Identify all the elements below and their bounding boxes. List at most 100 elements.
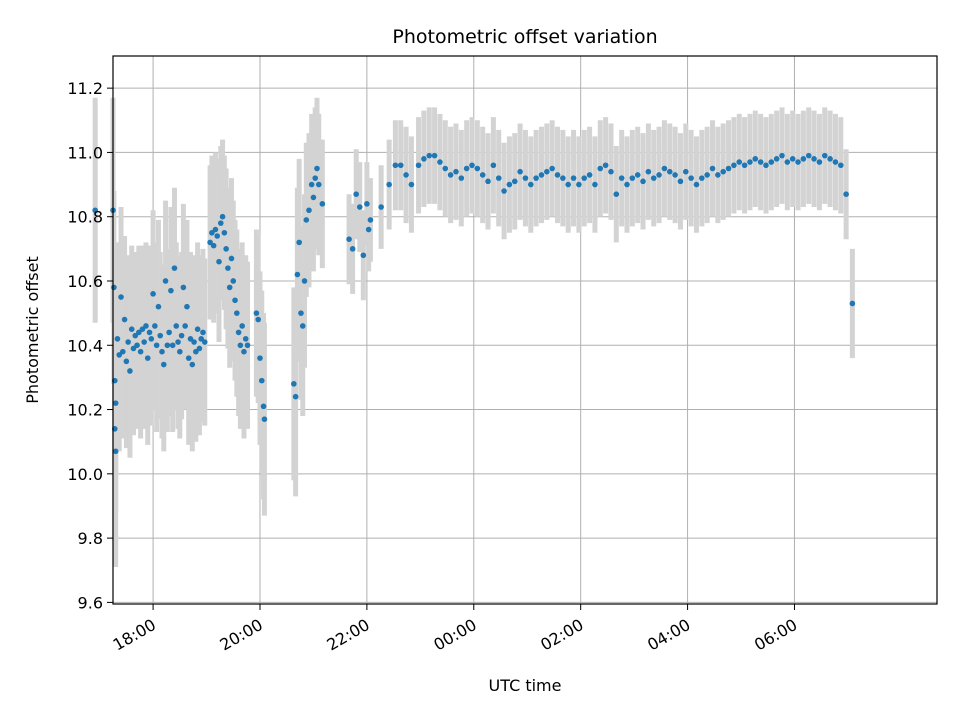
- data-point: [292, 393, 299, 400]
- y-tick-label: 9.8: [78, 529, 103, 548]
- data-point: [463, 165, 470, 172]
- data-point: [501, 188, 507, 194]
- data-point: [136, 329, 142, 336]
- data-point: [239, 323, 245, 329]
- data-point: [624, 181, 630, 188]
- data-point: [725, 165, 732, 172]
- data-point: [148, 336, 155, 342]
- data-point: [816, 159, 823, 165]
- data-point: [581, 175, 588, 181]
- data-point: [226, 284, 233, 291]
- data-point: [527, 181, 534, 188]
- data-point: [736, 159, 743, 165]
- data-point: [198, 336, 204, 342]
- data-point: [299, 323, 306, 329]
- data-point: [704, 172, 710, 178]
- data-point: [442, 165, 449, 172]
- data-point: [811, 156, 817, 162]
- data-point: [312, 175, 319, 181]
- data-point: [139, 326, 146, 332]
- data-point: [415, 162, 422, 169]
- data-point: [474, 165, 481, 172]
- data-point: [257, 355, 263, 361]
- plot-frame: [112, 55, 938, 605]
- data-point: [178, 332, 185, 339]
- data-point: [715, 172, 721, 178]
- data-point: [397, 162, 404, 169]
- data-point: [114, 336, 121, 342]
- data-point: [661, 165, 668, 172]
- data-point: [479, 172, 486, 178]
- data-point: [201, 339, 208, 345]
- data-point: [392, 162, 399, 169]
- data-point: [130, 345, 137, 352]
- data-point: [232, 297, 238, 304]
- data-point: [656, 172, 662, 178]
- data-point: [763, 162, 769, 169]
- data-point: [517, 168, 523, 175]
- data-point: [212, 226, 219, 233]
- data-point: [773, 156, 780, 162]
- data-point: [849, 300, 856, 307]
- data-point: [228, 255, 235, 262]
- data-point: [821, 152, 828, 159]
- data-point: [437, 159, 443, 165]
- data-point: [112, 400, 119, 406]
- data-point: [146, 329, 153, 336]
- data-point: [645, 168, 652, 175]
- data-point: [837, 162, 844, 169]
- data-point: [200, 329, 206, 336]
- data-point: [253, 310, 260, 316]
- data-point: [127, 368, 133, 374]
- data-point: [586, 172, 593, 178]
- data-point: [843, 191, 849, 198]
- data-point: [789, 156, 796, 162]
- data-point: [315, 181, 322, 188]
- data-point: [533, 175, 539, 181]
- data-point: [209, 229, 215, 236]
- data-point: [495, 175, 502, 181]
- data-point: [693, 181, 700, 188]
- data-point: [157, 332, 164, 339]
- data-point: [431, 152, 438, 159]
- y-tick-label: 9.6: [78, 593, 103, 612]
- data-point: [116, 352, 123, 358]
- data-point: [367, 217, 374, 223]
- data-point: [364, 201, 370, 207]
- y-axis-ticks: 9.6 9.8 10.0 10.2 10.4 10.6 10.8 11.0 11.2: [67, 79, 113, 612]
- data-point: [538, 172, 545, 178]
- data-point: [210, 242, 217, 249]
- data-point: [143, 323, 149, 329]
- data-point: [672, 172, 678, 178]
- data-point: [244, 342, 251, 349]
- data-point: [490, 162, 497, 169]
- data-point: [629, 175, 636, 181]
- data-point: [640, 178, 646, 185]
- data-point: [666, 168, 673, 175]
- data-point: [171, 265, 178, 271]
- data-point: [779, 152, 785, 159]
- data-point: [570, 175, 577, 181]
- data-point: [485, 178, 491, 185]
- data-point: [112, 448, 119, 455]
- data-point: [92, 207, 98, 214]
- data-point: [306, 207, 312, 214]
- y-axis-label: Photometric offset: [23, 256, 42, 404]
- data-point: [386, 181, 392, 188]
- data-point: [608, 168, 614, 175]
- data-point: [308, 181, 315, 188]
- data-point: [349, 246, 356, 252]
- data-point: [180, 284, 187, 291]
- data-point: [827, 156, 833, 162]
- data-point: [235, 329, 242, 336]
- data-point: [346, 236, 352, 243]
- data-point: [421, 156, 427, 162]
- data-point: [160, 361, 167, 368]
- data-point: [134, 342, 140, 349]
- data-point: [234, 310, 240, 316]
- data-point: [720, 168, 727, 175]
- data-point: [795, 159, 801, 165]
- data-point: [731, 162, 737, 169]
- data-point: [184, 303, 190, 310]
